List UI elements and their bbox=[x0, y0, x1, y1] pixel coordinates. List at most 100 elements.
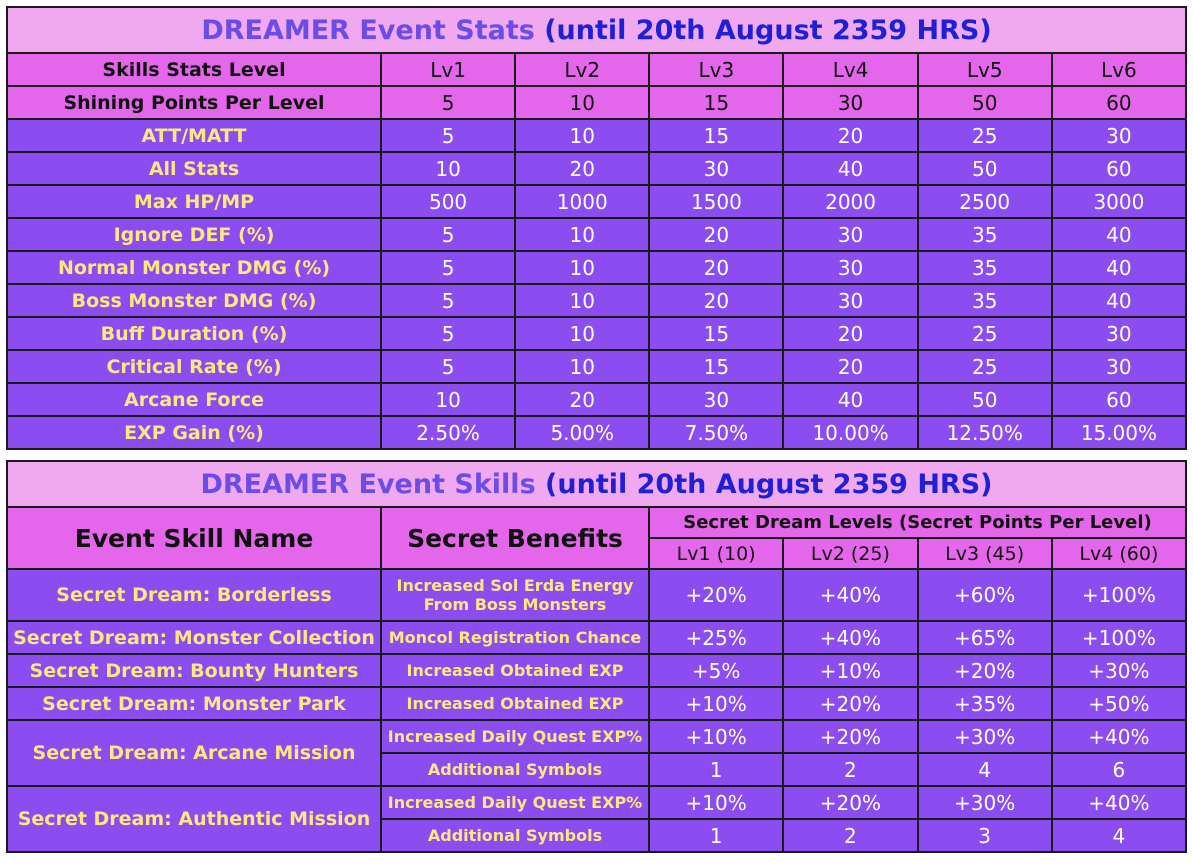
stats-row-value: 35 bbox=[916, 250, 1053, 285]
stats-row-value: 35 bbox=[916, 283, 1053, 318]
stats-row-value: 15 bbox=[648, 316, 785, 351]
stats-row: Arcane Force 10 20 30 40 50 60 bbox=[6, 382, 1188, 417]
stats-row-value: 5.00% bbox=[514, 415, 651, 450]
skill-level-value: +60% bbox=[916, 568, 1053, 622]
stats-row-value: 30 bbox=[1050, 316, 1188, 351]
stats-row-value: 60 bbox=[1050, 382, 1188, 417]
skill-level-value: 4 bbox=[1050, 818, 1188, 853]
stats-level-header: Lv2 bbox=[514, 52, 651, 87]
skills-table-container: DREAMER Event Skills (until 20th August … bbox=[6, 460, 1188, 853]
stats-points-value: 15 bbox=[648, 85, 785, 120]
stats-row-value: 10 bbox=[379, 382, 517, 417]
skill-level-value: +30% bbox=[916, 719, 1053, 754]
stats-row-value: 40 bbox=[1050, 217, 1188, 252]
stats-row-value: 3000 bbox=[1050, 184, 1188, 219]
stats-row-value: 30 bbox=[782, 283, 919, 318]
stats-row-label: Arcane Force bbox=[6, 382, 382, 417]
skills-level-header: Lv2 (25) bbox=[782, 537, 919, 570]
skill-benefit: Increased Sol Erda Energy From Boss Mons… bbox=[380, 568, 650, 622]
skill-benefit: Increased Daily Quest EXP% bbox=[380, 785, 650, 820]
skill-level-value: +5% bbox=[647, 653, 785, 688]
stats-row-label: Critical Rate (%) bbox=[6, 349, 382, 384]
skill-benefit: Additional Symbols bbox=[380, 752, 650, 787]
skill-level-value: +40% bbox=[782, 620, 919, 655]
skills-level-header: Lv1 (10) bbox=[647, 537, 785, 570]
skill-level-value: +20% bbox=[647, 568, 785, 622]
stats-row-value: 25 bbox=[916, 349, 1053, 384]
stats-row-value: 15.00% bbox=[1050, 415, 1188, 450]
stats-row-value: 5 bbox=[379, 283, 517, 318]
skill-level-value: 1 bbox=[647, 752, 785, 787]
stats-row-label: Ignore DEF (%) bbox=[6, 217, 382, 252]
stats-row-value: 10 bbox=[514, 349, 651, 384]
skills-table: DREAMER Event Skills (until 20th August … bbox=[6, 460, 1188, 853]
stats-title-highlight: (until 20th August 2359 HRS) bbox=[544, 14, 992, 46]
skill-name: Secret Dream: Arcane Mission bbox=[6, 719, 382, 787]
stats-row-value: 10 bbox=[379, 151, 517, 186]
stats-points-value: 10 bbox=[514, 85, 651, 120]
skill-level-value: +40% bbox=[1050, 719, 1188, 754]
skills-row: Additional Symbols 1 2 3 4 bbox=[7, 818, 1188, 853]
stats-row-value: 10.00% bbox=[782, 415, 919, 450]
skills-title-highlight: (until 20th August 2359 HRS) bbox=[545, 468, 993, 500]
stats-row: Max HP/MP 500 1000 1500 2000 2500 3000 bbox=[6, 184, 1188, 219]
stats-row-value: 25 bbox=[916, 316, 1053, 351]
stats-row: Boss Monster DMG (%) 5 10 20 30 35 40 bbox=[6, 283, 1188, 318]
skill-name: Secret Dream: Monster Park bbox=[6, 686, 382, 721]
stats-row: Buff Duration (%) 5 10 15 20 25 30 bbox=[6, 316, 1188, 351]
stats-row-value: 20 bbox=[648, 250, 785, 285]
skills-title: DREAMER Event Skills (until 20th August … bbox=[6, 460, 1187, 508]
stats-row-value: 30 bbox=[782, 250, 919, 285]
stats-row-value: 20 bbox=[782, 316, 919, 351]
stats-title-main: DREAMER Event Stats bbox=[201, 14, 535, 46]
skill-level-value: +20% bbox=[782, 686, 919, 721]
stats-row-value: 10 bbox=[514, 316, 651, 351]
stats-row-value: 50 bbox=[916, 382, 1053, 417]
stats-row-value: 10 bbox=[514, 217, 651, 252]
stats-level-header: Lv3 bbox=[648, 52, 785, 87]
stats-level-header: Lv6 bbox=[1050, 52, 1188, 87]
stats-row-value: 30 bbox=[1050, 118, 1188, 153]
skill-level-value: 1 bbox=[647, 818, 785, 853]
skills-title-main: DREAMER Event Skills bbox=[200, 468, 536, 500]
stats-row-value: 500 bbox=[379, 184, 517, 219]
stats-row-value: 35 bbox=[916, 217, 1053, 252]
stats-points-value: 60 bbox=[1050, 85, 1188, 120]
stats-title: DREAMER Event Stats (until 20th August 2… bbox=[6, 6, 1187, 54]
skills-row: Secret Dream: Monster Park Increased Obta… bbox=[6, 686, 1188, 721]
skill-level-value: +40% bbox=[1050, 785, 1188, 820]
skill-level-value: +25% bbox=[647, 620, 785, 655]
stats-row-value: 10 bbox=[514, 250, 651, 285]
stats-row-value: 2.50% bbox=[379, 415, 517, 450]
stats-level-header: Lv1 bbox=[379, 52, 517, 87]
stats-header-label: Skills Stats Level bbox=[6, 52, 382, 87]
skills-col-name-header: Event Skill Name bbox=[6, 506, 382, 570]
skills-row: Additional Symbols 1 2 4 6 bbox=[7, 752, 1188, 787]
stats-level-header: Lv4 bbox=[782, 52, 919, 87]
stats-row-value: 7.50% bbox=[648, 415, 785, 450]
stats-table-container: DREAMER Event Stats (until 20th August 2… bbox=[6, 6, 1188, 450]
stats-row: ATT/MATT 5 10 15 20 25 30 bbox=[6, 118, 1188, 153]
stats-row-value: 30 bbox=[1050, 349, 1188, 384]
stats-row-value: 5 bbox=[379, 250, 517, 285]
stats-row-value: 2000 bbox=[782, 184, 919, 219]
stats-row-label: Max HP/MP bbox=[6, 184, 382, 219]
stats-row-value: 5 bbox=[379, 217, 517, 252]
stats-row-value: 30 bbox=[648, 382, 785, 417]
skills-levels-group-header: Secret Dream Levels (Secret Points Per L… bbox=[648, 506, 1187, 539]
stats-row: Normal Monster DMG (%) 5 10 20 30 35 40 bbox=[6, 250, 1188, 285]
skills-row: Secret Dream: Arcane Mission Increased Da… bbox=[6, 719, 1188, 787]
skill-level-value: +40% bbox=[782, 568, 919, 622]
skill-benefit: Increased Obtained EXP bbox=[380, 686, 650, 721]
stats-row-label: Buff Duration (%) bbox=[6, 316, 382, 351]
skill-level-value: 3 bbox=[916, 818, 1053, 853]
stats-row-label: Boss Monster DMG (%) bbox=[6, 283, 382, 318]
skill-level-value: +30% bbox=[916, 785, 1053, 820]
skill-level-value: 6 bbox=[1050, 752, 1188, 787]
skill-level-value: +20% bbox=[782, 785, 919, 820]
stats-row-value: 12.50% bbox=[916, 415, 1053, 450]
stats-row-label: Normal Monster DMG (%) bbox=[6, 250, 382, 285]
skill-name: Secret Dream: Authentic Mission bbox=[6, 785, 382, 853]
skills-level-header: Lv4 (60) bbox=[1050, 537, 1188, 570]
stats-row-value: 40 bbox=[1050, 250, 1188, 285]
